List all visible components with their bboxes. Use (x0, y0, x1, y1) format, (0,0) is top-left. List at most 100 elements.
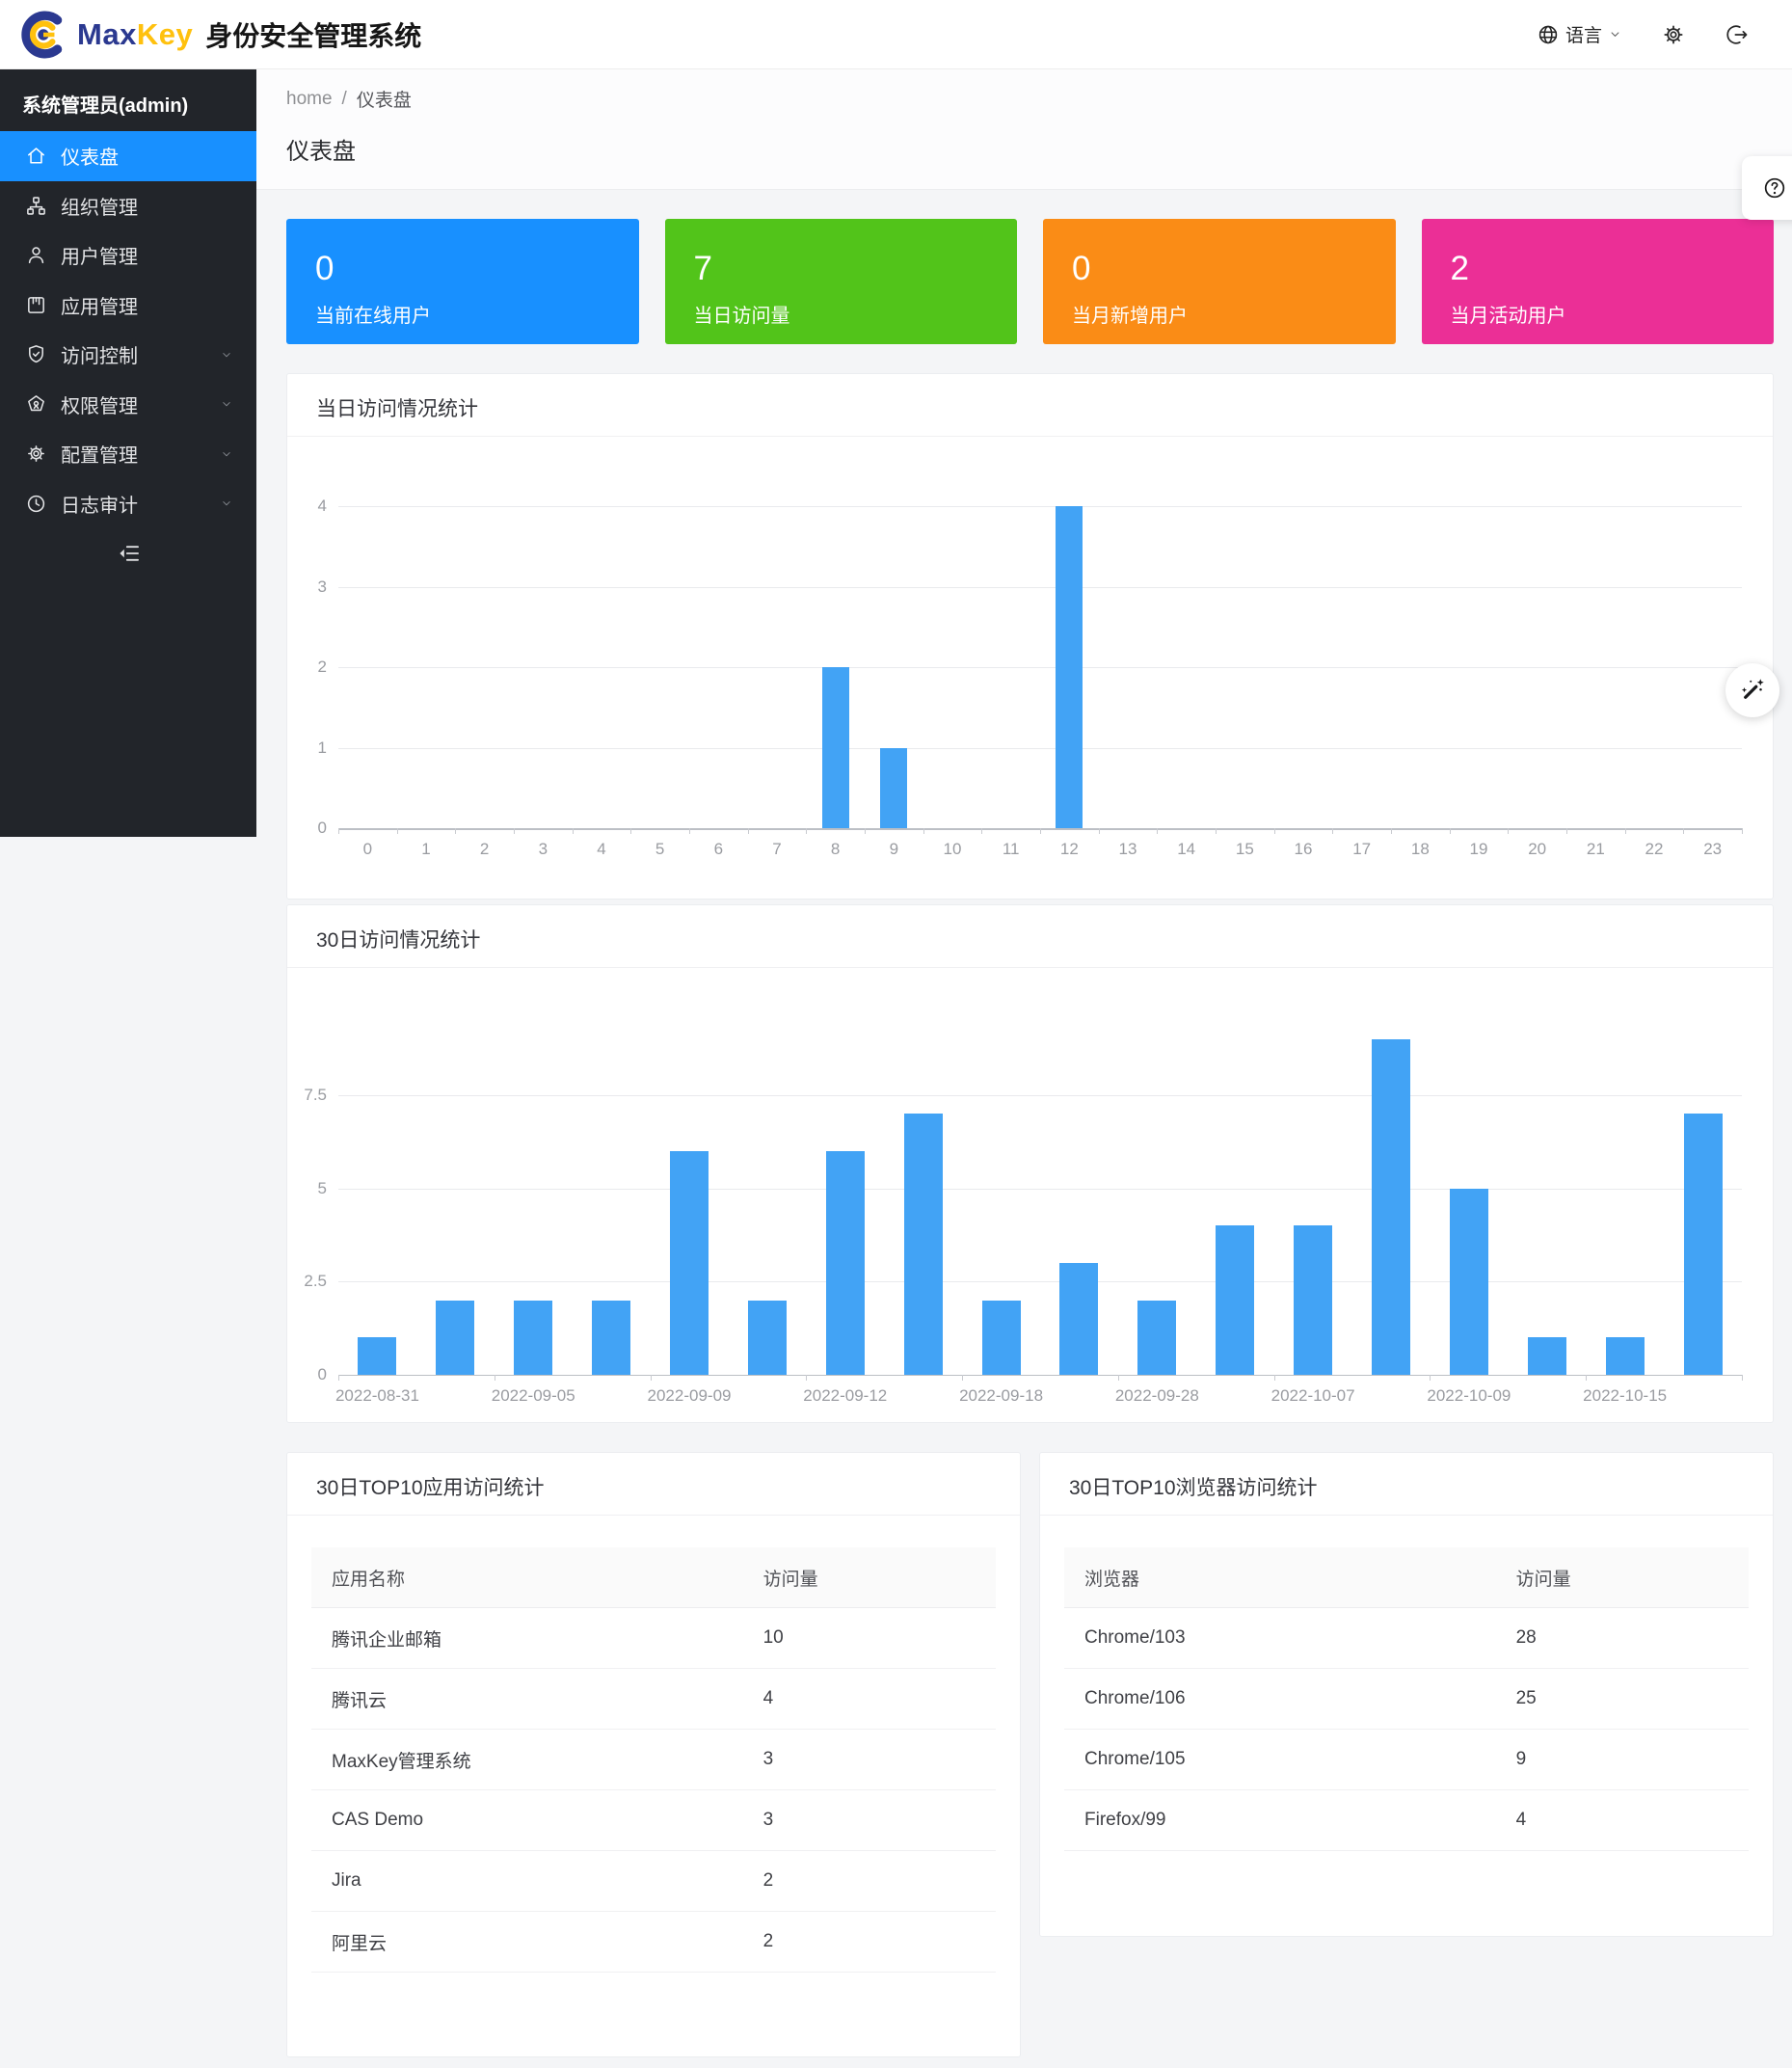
axis-tick (806, 828, 808, 834)
chart-bar (358, 1337, 397, 1375)
x-axis-label: 22 (1645, 840, 1664, 858)
y-axis-label: 1 (317, 738, 327, 757)
axis-tick (806, 1375, 808, 1381)
sidebar-item-users[interactable]: 用户管理 (0, 230, 256, 281)
magic-wand-icon (1738, 676, 1767, 705)
x-axis-label: 2022-10-15 (1583, 1386, 1668, 1405)
axis-tick (1430, 1375, 1431, 1381)
axis-tick (1040, 828, 1041, 834)
logout-button[interactable] (1725, 22, 1750, 47)
sidebar-item-organization[interactable]: 组织管理 (0, 181, 256, 231)
axis-tick (1157, 828, 1159, 834)
stat-card-value: 2 (1450, 250, 1469, 287)
table-header-row: 应用名称 访问量 (311, 1547, 996, 1608)
gridline (338, 667, 1742, 668)
y-axis-label: 0 (317, 819, 327, 837)
axis-tick (338, 828, 339, 834)
breadcrumb-separator: / (341, 88, 347, 109)
x-axis-label: 3 (538, 840, 548, 858)
sidebar-item-label: 日志审计 (61, 495, 138, 517)
home-icon (25, 145, 47, 167)
y-axis-label: 5 (317, 1178, 327, 1197)
sidebar-item-label: 配置管理 (61, 445, 138, 468)
help-button[interactable] (1742, 156, 1792, 220)
chart-bar (514, 1300, 553, 1375)
language-label: 语言 (1565, 26, 1602, 46)
top-apps-table: 应用名称 访问量 腾讯企业邮箱 10 腾讯云 4 MaxKey管理系统 3 CAS Demo 3 J… (311, 1547, 996, 1973)
axis-tick (1566, 828, 1567, 834)
axis-tick (338, 1375, 339, 1381)
sidebar-item-permissions[interactable]: 权限管理 (0, 380, 256, 430)
table-cell-name: 阿里云 (332, 1933, 388, 1954)
sidebar-item-log-audit[interactable]: 日志审计 (0, 479, 256, 529)
axis-tick (1391, 828, 1392, 834)
table-row: CAS Demo 3 (311, 1790, 996, 1851)
gridline (338, 1188, 1742, 1190)
x-axis-label: 5 (655, 840, 665, 858)
gear-icon (25, 443, 47, 465)
table-row: Chrome/105 9 (1064, 1730, 1749, 1790)
org-icon (25, 195, 47, 217)
axis-tick (1742, 1375, 1743, 1381)
axis-tick (962, 1375, 964, 1381)
menu-collapse-button[interactable] (0, 540, 256, 567)
table-cell-name: Chrome/103 (1084, 1627, 1186, 1648)
stat-card-month-new-users: 0 当月新增用户 (1043, 219, 1396, 344)
maxkey-logo (19, 11, 67, 59)
x-axis-label: 2022-09-05 (491, 1386, 575, 1405)
axis-tick (572, 828, 574, 834)
x-axis-label: 14 (1177, 840, 1196, 858)
sidebar-item-dashboard[interactable]: 仪表盘 (0, 131, 256, 181)
y-axis-label: 2 (317, 658, 327, 676)
x-axis-label: 20 (1528, 840, 1547, 858)
chevron-down-icon (1608, 27, 1622, 41)
question-icon (1762, 175, 1787, 201)
chevron-down-icon (220, 447, 233, 461)
breadcrumb-home[interactable]: home (286, 88, 333, 109)
table-cell-value: 3 (762, 1810, 774, 1830)
menu-fold-icon (115, 540, 142, 567)
axis-tick (1117, 1375, 1119, 1381)
axis-tick (923, 828, 924, 834)
page-title: 仪表盘 (286, 139, 356, 165)
stat-card-label: 当月新增用户 (1072, 306, 1188, 327)
header-actions: 语言 (1537, 21, 1792, 47)
sidebar-item-access-control[interactable]: 访问控制 (0, 330, 256, 380)
x-axis-label: 2022-09-09 (647, 1386, 732, 1405)
sidebar-item-configuration[interactable]: 配置管理 (0, 429, 256, 479)
logout-icon (1725, 22, 1750, 47)
table-cell-name: Chrome/105 (1084, 1749, 1186, 1769)
table-row: Chrome/103 28 (1064, 1608, 1749, 1669)
x-axis-line (338, 1375, 1742, 1376)
table-cell-name: CAS Demo (332, 1810, 424, 1830)
settings-button[interactable] (1661, 22, 1686, 47)
y-axis-label: 3 (317, 577, 327, 596)
panel-daily-visits: 当日访问情况统计 0 1 2 3 4 0 1 2 3 4 5 6 7 8 9 10 11 12 13 14 15 16 17… (286, 373, 1774, 900)
chart-bar (1527, 1337, 1566, 1375)
sidebar-item-label: 权限管理 (61, 395, 138, 417)
y-axis-label: 4 (317, 497, 327, 515)
language-selector[interactable]: 语言 (1537, 21, 1622, 47)
axis-tick (1508, 828, 1510, 834)
axis-tick (689, 828, 690, 834)
table-cell-value: 2 (762, 1931, 774, 1951)
axis-tick (1273, 828, 1275, 834)
tables-row: 30日TOP10应用访问统计 应用名称 访问量 腾讯企业邮箱 10 腾讯云 4 MaxKey… (286, 1452, 1774, 2057)
page-head: home / 仪表盘 仪表盘 (256, 69, 1792, 190)
axis-tick (630, 828, 632, 834)
x-axis-label: 2022-08-31 (334, 1386, 419, 1405)
sidebar-item-label: 用户管理 (61, 247, 138, 269)
theme-switch-button[interactable] (1725, 663, 1779, 717)
table-cell-name: 腾讯企业邮箱 (332, 1629, 442, 1651)
panel-top-browsers: 30日TOP10浏览器访问统计 浏览器 访问量 Chrome/103 28 Chrome… (1039, 1452, 1774, 1937)
panel-title-daily: 当日访问情况统计 (287, 374, 1773, 437)
brand: Max Key (77, 17, 193, 52)
x-axis-label: 2022-10-07 (1270, 1386, 1355, 1405)
table-cell-name: MaxKey管理系统 (332, 1751, 471, 1772)
axis-tick (1216, 828, 1217, 834)
chart-bar (1056, 506, 1083, 828)
sidebar-item-applications[interactable]: 应用管理 (0, 281, 256, 331)
table-row: 腾讯云 4 (311, 1669, 996, 1730)
gear-icon (1661, 22, 1686, 47)
